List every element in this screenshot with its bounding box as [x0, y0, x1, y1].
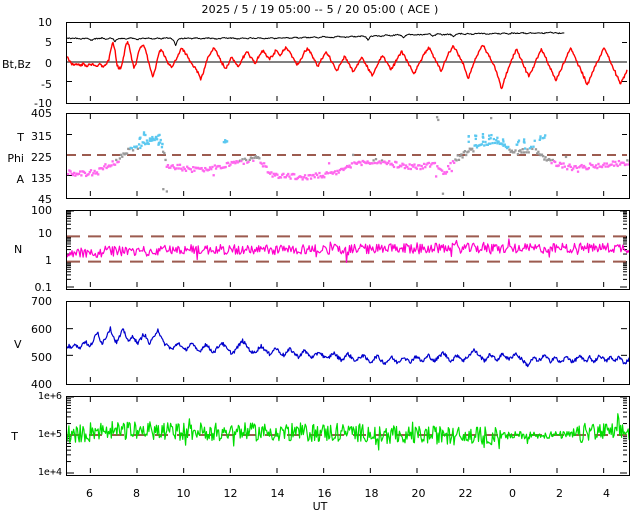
panel3-ytick-10: 10: [0, 228, 52, 239]
x-axis-label: UT: [0, 500, 640, 513]
panel4-ytick-500: 500: [0, 352, 52, 363]
panel-velocity: [66, 301, 630, 385]
panel2-ytick-405: 405: [0, 108, 52, 119]
panel1-ytick-5: 5: [0, 37, 52, 48]
panel3-ytick-0p1: 0.1: [0, 282, 52, 293]
panel-phi-angle: [66, 113, 630, 199]
x-tick-label: 12: [216, 487, 246, 500]
panel4-axis-label: V: [0, 338, 60, 351]
panel-temperature: [66, 396, 630, 476]
panel3-axis-label: N: [0, 243, 60, 256]
panel1-ytick-neg5: -5: [0, 79, 52, 90]
panel4-ytick-400: 400: [0, 379, 52, 390]
panel1-ytick-10: 10: [0, 17, 52, 28]
x-tick-label: 0: [498, 487, 528, 500]
panel-density: [66, 210, 630, 290]
panel-bt-bz: [66, 22, 630, 104]
x-tick-label: 22: [451, 487, 481, 500]
x-tick-label: 2: [545, 487, 575, 500]
panel4-ytick-600: 600: [0, 324, 52, 335]
panel4-ytick-700: 700: [0, 296, 52, 307]
panel2-label-a: A: [0, 173, 24, 186]
panel5-ytick-1e6: 1e+6: [4, 392, 62, 402]
x-tick-label: 10: [169, 487, 199, 500]
x-tick-label: 4: [592, 487, 622, 500]
panel2-label-t: T: [0, 131, 24, 144]
x-tick-label: 18: [357, 487, 387, 500]
x-tick-label: 6: [75, 487, 105, 500]
panel5-ytick-1e4: 1e+4: [4, 468, 62, 478]
x-tick-label: 8: [122, 487, 152, 500]
x-tick-label: 14: [263, 487, 293, 500]
panel5-axis-label: T: [0, 430, 18, 443]
panel3-ytick-1: 1: [0, 255, 52, 266]
x-tick-label: 16: [310, 487, 340, 500]
panel2-label-phi: Phi: [0, 152, 24, 165]
x-tick-label: 20: [404, 487, 434, 500]
page-title: 2025 / 5 / 19 05:00 -- 5 / 20 05:00 ( AC…: [0, 3, 640, 16]
panel1-axis-label: Bt,Bz: [0, 58, 48, 71]
panel3-ytick-100: 100: [0, 205, 52, 216]
